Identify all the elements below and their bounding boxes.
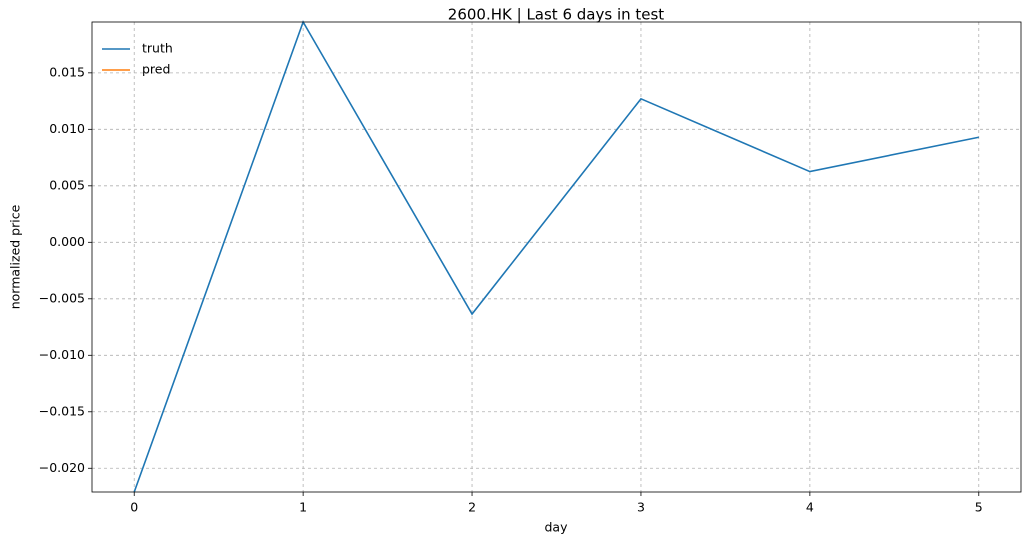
y-axis-label: normalized price <box>8 204 23 309</box>
x-tick-label: 3 <box>637 500 645 515</box>
y-tick-label: 0.005 <box>49 177 85 192</box>
x-tick-label: 4 <box>806 500 814 515</box>
legend-label: pred <box>142 62 170 77</box>
y-tick-label: −0.005 <box>39 290 85 305</box>
y-tick-label: 0.010 <box>49 121 85 136</box>
chart-title: 2600.HK | Last 6 days in test <box>448 6 665 24</box>
y-tick-label: −0.020 <box>39 460 85 475</box>
x-axis-label: day <box>545 520 569 535</box>
x-tick-label: 1 <box>299 500 307 515</box>
x-tick-label: 5 <box>975 500 983 515</box>
y-tick-label: −0.015 <box>39 403 85 418</box>
y-tick-label: 0.000 <box>49 234 85 249</box>
axes-frame <box>91 21 1022 493</box>
x-tick-label: 0 <box>130 500 138 515</box>
series-line <box>133 20 979 493</box>
y-tick-label: −0.010 <box>39 347 85 362</box>
x-tick-label: 2 <box>468 500 476 515</box>
y-tick-label: 0.015 <box>49 64 85 79</box>
legend-label: truth <box>142 41 173 56</box>
